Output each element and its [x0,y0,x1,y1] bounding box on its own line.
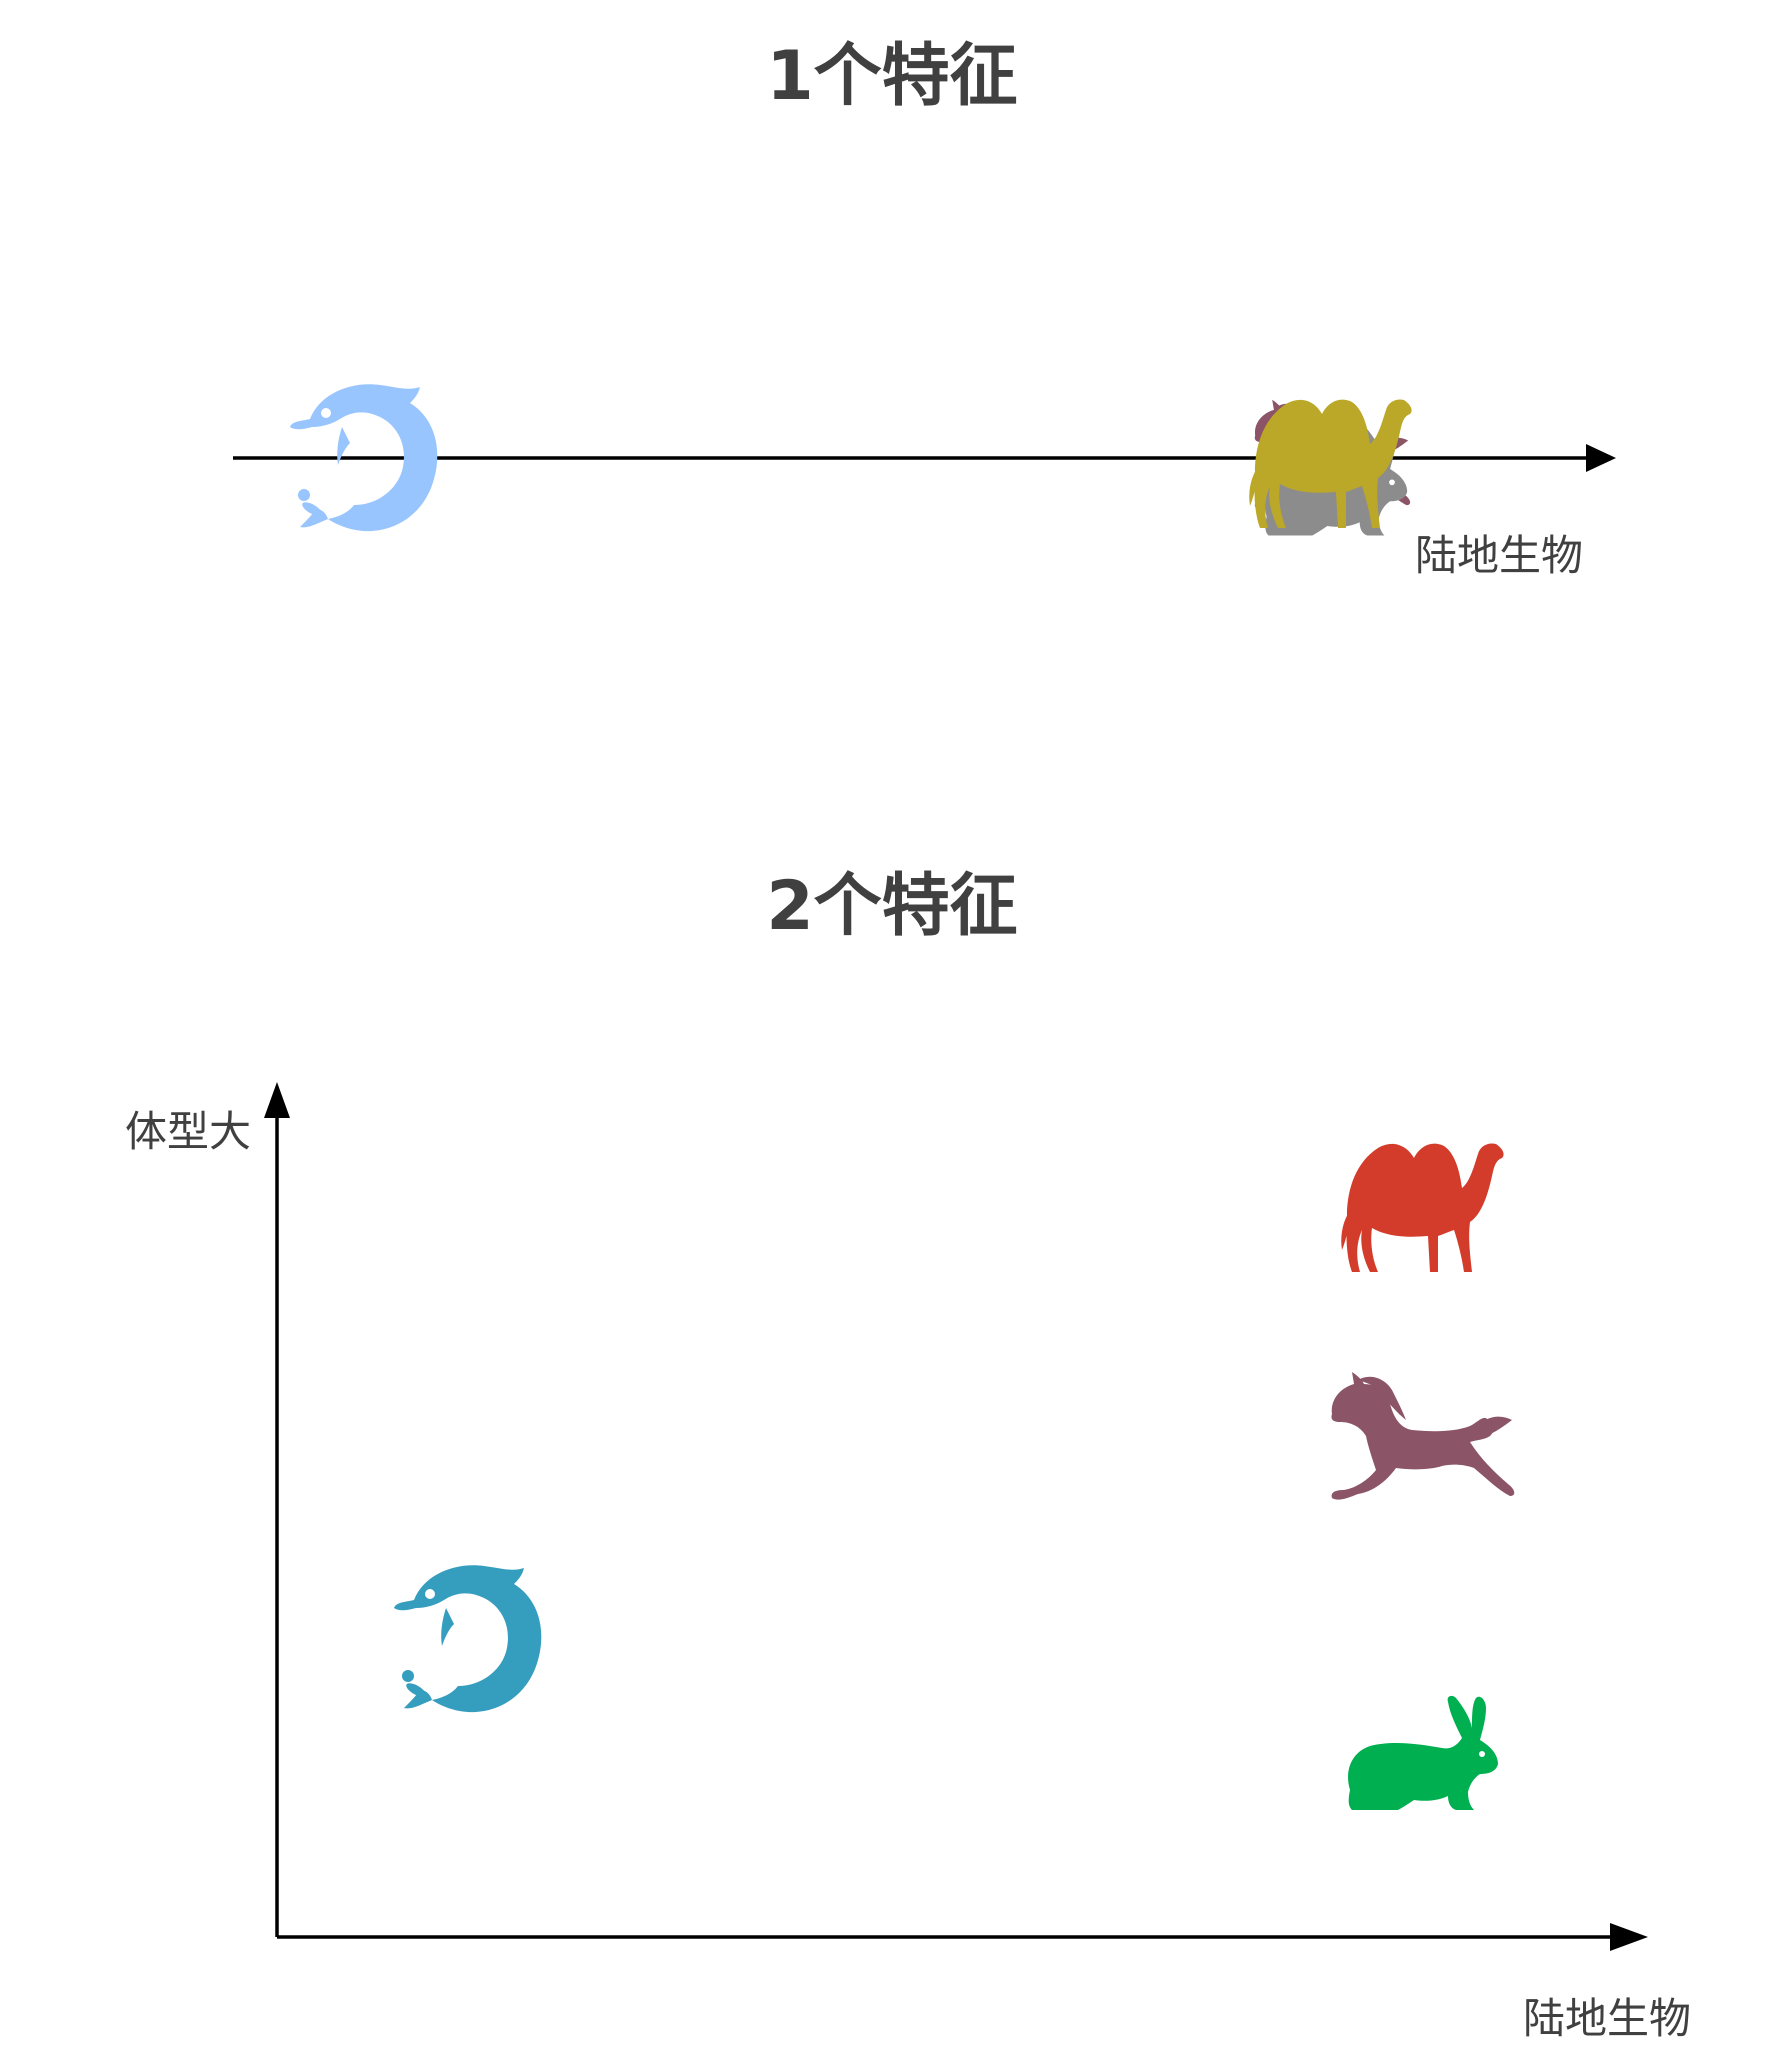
section2-rabbit-icon [1348,1695,1498,1810]
section2-x-axis-label: 陆地生物 [1523,1994,1692,2043]
section2-title: 2个特征 [766,867,1018,946]
section1-x-axis-label: 陆地生物 [1415,531,1584,580]
section2-y-axis-arrow [264,1082,290,1118]
section2-rabbit-shape [1348,1695,1498,1810]
section2-y-axis-label: 体型大 [125,1107,252,1156]
section2-horse-shape [1331,1372,1515,1500]
section2-horse-icon [1331,1372,1515,1500]
section1-x-axis-arrow [1586,444,1616,472]
section2-camel-icon [1341,1143,1504,1272]
section2-x-axis-arrow [1610,1923,1648,1951]
section2-camel-shape [1341,1143,1504,1272]
section1-title: 1个特征 [766,37,1018,116]
section2-dolphin-shape [394,1565,542,1713]
section2-dolphin-icon [394,1565,542,1713]
